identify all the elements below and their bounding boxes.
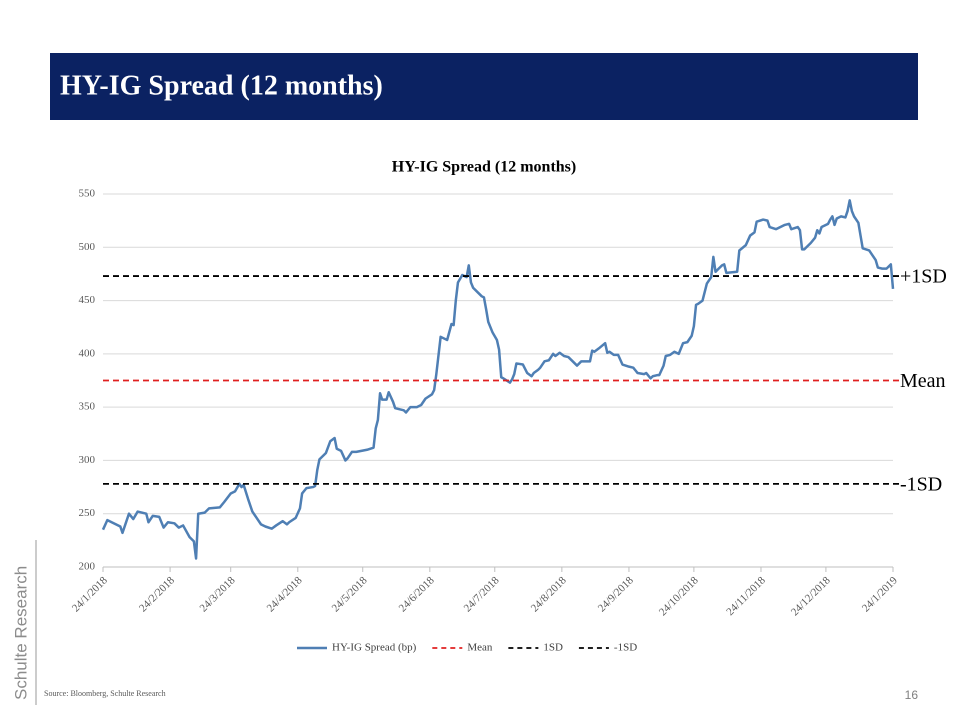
- y-tick-label: 500: [79, 241, 96, 253]
- header-bar: [50, 53, 918, 120]
- x-tick-label: 24/6/2018: [397, 574, 437, 614]
- x-tick-label: 24/1/2018: [70, 574, 110, 614]
- source: Source: Bloomberg, Schulte Research: [44, 689, 166, 698]
- y-tick-label: 400: [79, 347, 96, 359]
- y-tick-label: 200: [79, 561, 96, 573]
- x-tick-label: 24/10/2018: [657, 574, 701, 618]
- watermark: Schulte Research: [11, 566, 30, 700]
- y-tick-label: 250: [79, 507, 96, 519]
- x-tick-label: 24/2/2018: [137, 574, 177, 614]
- x-tick-label: 24/7/2018: [462, 574, 502, 614]
- page-number: 16: [905, 688, 919, 702]
- header-title: HY-IG Spread (12 months): [60, 70, 383, 101]
- reference-label: -1SD: [900, 473, 942, 495]
- x-tick-label: 24/5/2018: [330, 574, 370, 614]
- x-tick-label: 24/3/2018: [198, 574, 238, 614]
- legend-label: 1SD: [543, 642, 563, 654]
- y-tick-label: 300: [79, 454, 96, 466]
- x-tick-label: 24/11/2018: [724, 574, 768, 618]
- x-tick-label: 24/8/2018: [529, 574, 569, 614]
- x-tick-label: 24/4/2018: [265, 574, 305, 614]
- y-tick-label: 550: [79, 188, 96, 200]
- series-line: [101, 199, 895, 560]
- x-tick-label: 24/9/2018: [596, 574, 636, 614]
- x-tick-label: 24/12/2018: [789, 574, 833, 618]
- chart-title: HY-IG Spread (12 months): [392, 159, 576, 176]
- reference-label: +1SD: [900, 266, 947, 288]
- y-tick-label: 450: [79, 294, 96, 306]
- y-tick-label: 350: [79, 401, 96, 413]
- reference-label: Mean: [900, 370, 946, 392]
- x-tick-label: 24/1/2019: [860, 574, 900, 614]
- legend-label: HY-IG Spread (bp): [332, 642, 417, 654]
- legend-label: Mean: [467, 642, 493, 654]
- legend-label: -1SD: [614, 642, 637, 654]
